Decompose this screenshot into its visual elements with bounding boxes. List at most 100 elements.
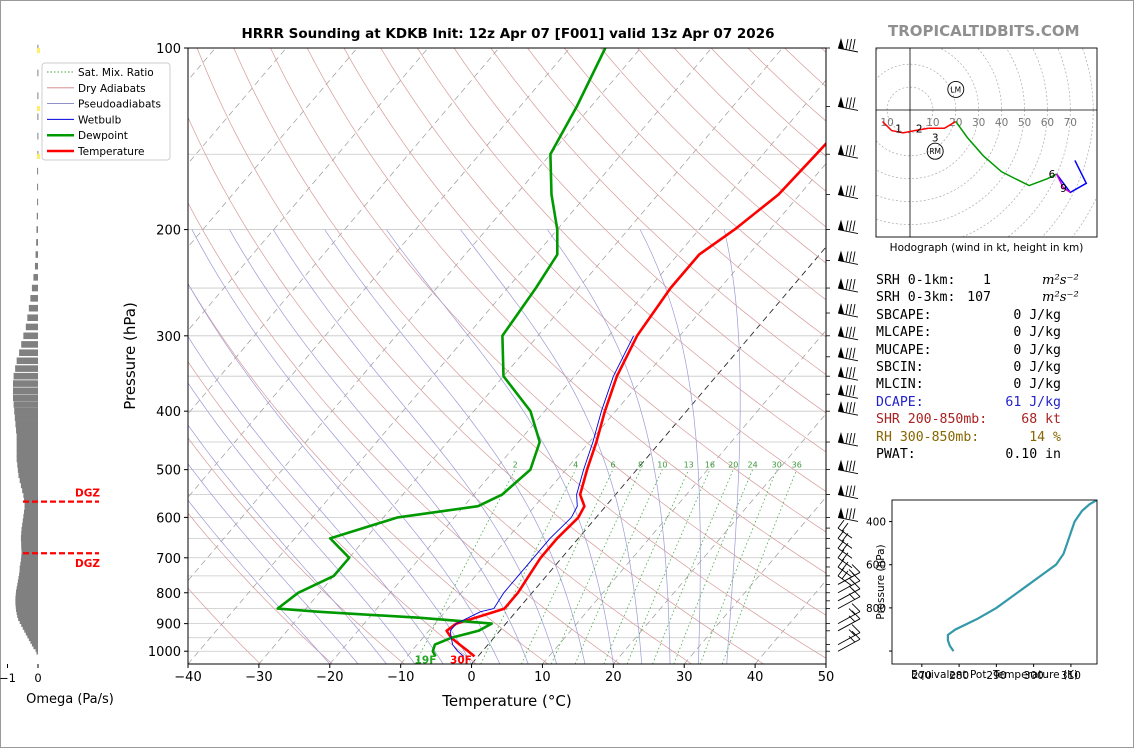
barb-flag [848, 585, 856, 593]
stat-label: SHR 200-850mb: [876, 412, 988, 428]
y-tick-label: 800 [156, 587, 181, 602]
omega-bar [23, 509, 38, 517]
skewt-frame [187, 47, 827, 665]
barb-staff [837, 575, 853, 587]
stat-label: MLCAPE: [876, 325, 932, 341]
dry-adiabat [490, 48, 826, 376]
wind-barb [826, 564, 861, 585]
barb-flag [848, 635, 856, 643]
barb-staff [837, 106, 859, 111]
dry-adiabat [196, 48, 764, 664]
barb-flag [845, 508, 849, 519]
barb-pennant [838, 303, 844, 315]
x-tick-label: −40 [174, 670, 201, 685]
dry-adiabat [306, 48, 826, 574]
stat-label: MLCIN: [876, 377, 924, 393]
theta-e-x-tick-label: 280 [949, 670, 969, 682]
barb-staff [837, 356, 859, 362]
dry-adiabat [188, 116, 692, 664]
barb-staff [837, 596, 861, 610]
theta-e-x-tick-label: 270 [912, 670, 932, 682]
omega-bar [37, 113, 39, 121]
omega-bar-positive [37, 106, 40, 111]
dry-adiabat [343, 48, 826, 533]
barb-staff [837, 153, 859, 159]
storm-motion-marker [926, 142, 944, 160]
stat-label: PWAT: [876, 446, 916, 462]
omega-bar [19, 572, 38, 580]
omega-bar [16, 357, 38, 365]
barb-pennant [838, 432, 844, 444]
barb-flag [851, 603, 861, 612]
moist-adiabat [547, 229, 671, 664]
moist-adiabat [229, 229, 529, 664]
barb-flag [845, 251, 849, 263]
y-tick-label: 200 [156, 224, 181, 239]
dry-adiabat [600, 48, 826, 264]
mixing-ratio-line [414, 469, 516, 664]
omega-bar [19, 569, 38, 576]
barb-flag [845, 402, 849, 413]
barb-pennant [838, 346, 844, 358]
omega-axis-label: Omega (Pa/s) [26, 692, 114, 707]
barb-flag [852, 432, 856, 444]
barb-flag [851, 564, 861, 573]
omega-bar [16, 444, 38, 452]
barb-staff [837, 611, 861, 625]
wind-barb [826, 278, 859, 293]
mixing-ratio-label: 8 [638, 461, 643, 470]
barb-staff [837, 260, 859, 265]
stat-value: 0 J/kg [1013, 325, 1061, 341]
wind-barb [826, 366, 859, 381]
barb-pennant [838, 459, 844, 471]
x-tick-label: 50 [818, 670, 835, 685]
omega-bar [28, 304, 38, 312]
omega-bar [36, 239, 38, 246]
mixing-ratio-line [699, 469, 778, 664]
mixing-ratio-label: 13 [684, 461, 694, 470]
omega-bar [37, 167, 39, 175]
barb-flag [851, 624, 861, 633]
dry-adiabat [637, 48, 826, 228]
x-tick-label: 10 [534, 670, 551, 685]
omega-bar [16, 426, 38, 434]
barb-staff [837, 194, 859, 200]
wind-barb [826, 507, 859, 522]
barb-flag [849, 145, 852, 156]
x-tick-label: 0 [467, 670, 475, 685]
x-axis-label: Temperature (°C) [441, 692, 571, 710]
omega-tick-label: −1 [0, 671, 16, 685]
dry-adiabat [188, 437, 405, 664]
barb-flag [849, 460, 852, 472]
wind-barb [826, 549, 853, 569]
omega-bar [24, 500, 38, 508]
barb-pennant [838, 96, 844, 108]
stat-unit: m²s⁻² [1042, 273, 1079, 288]
barb-flag [852, 97, 856, 109]
barb-flag [837, 539, 845, 549]
stat-value: 61 J/kg [1005, 394, 1061, 410]
stat-value: 68 kt [1021, 412, 1061, 428]
isotherm [188, 48, 500, 415]
barb-staff [837, 527, 853, 539]
theta-e-x-tick-label: 300 [1024, 670, 1044, 682]
legend-entry: Temperature [77, 146, 145, 158]
barb-flag [845, 326, 849, 338]
barb-pennant [838, 144, 844, 156]
mixing-ratio-label: 36 [792, 461, 802, 470]
barb-staff [837, 547, 853, 559]
storm-motion-marker [947, 80, 965, 98]
dry-adiabat [564, 48, 826, 301]
dry-adiabat [188, 361, 477, 664]
wind-barb [826, 558, 853, 578]
mixing-ratio-line [626, 469, 711, 664]
wind-barb [826, 567, 853, 587]
theta-e-frame [891, 499, 1098, 665]
omega-bar [23, 491, 38, 498]
barb-flag [845, 38, 849, 50]
stat-label: MUCAPE: [876, 342, 932, 358]
theta-e-y-tick-label: 600 [866, 560, 886, 572]
moist-adiabat [188, 382, 416, 664]
isotherm [188, 48, 571, 498]
